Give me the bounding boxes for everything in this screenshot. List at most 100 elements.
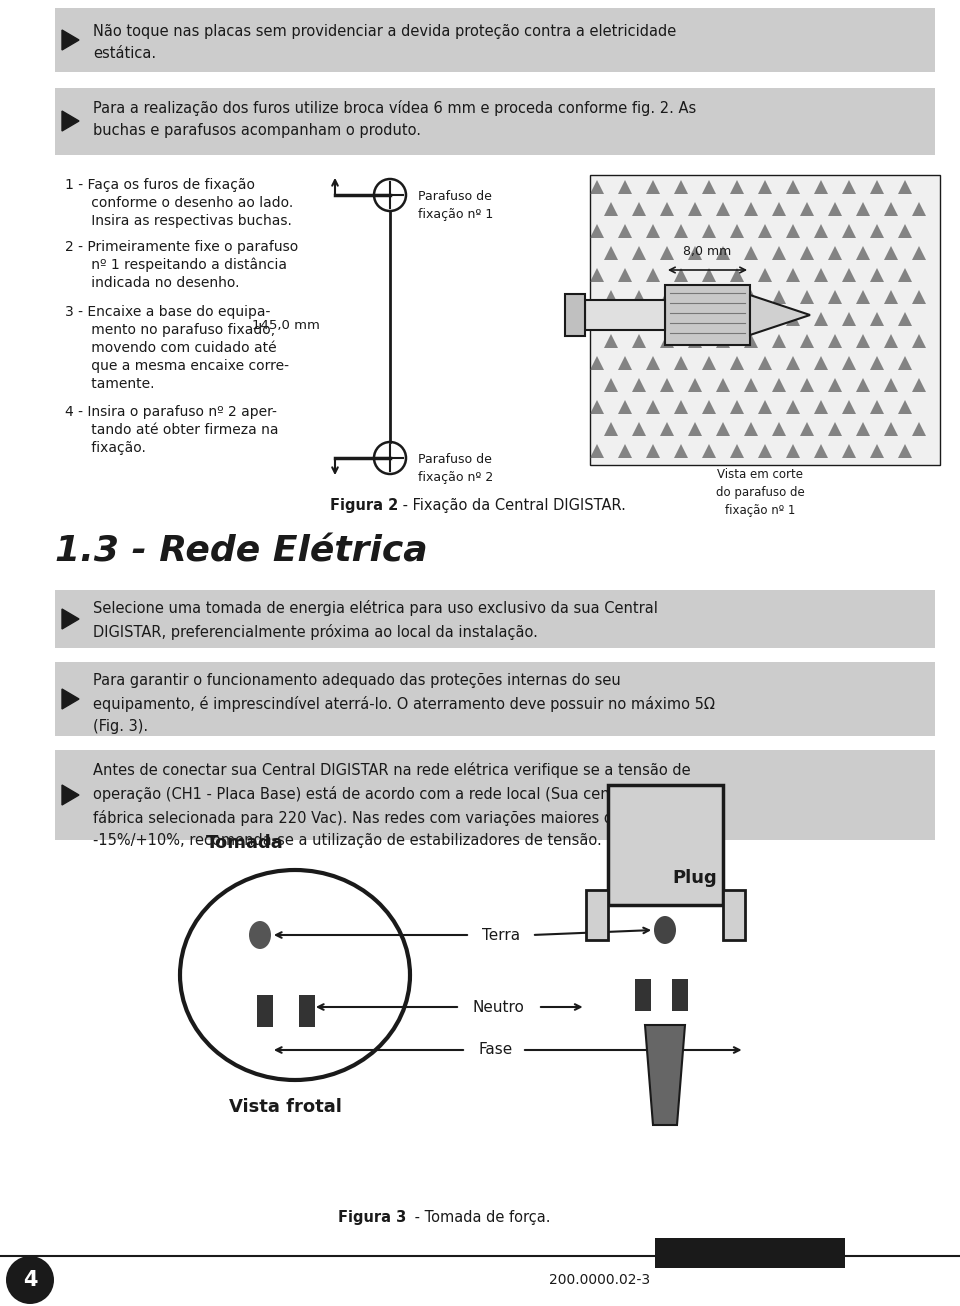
Polygon shape [618, 357, 632, 370]
Polygon shape [660, 334, 674, 347]
Polygon shape [912, 334, 926, 347]
Text: 1.3 - Rede Elétrica: 1.3 - Rede Elétrica [55, 535, 427, 569]
Polygon shape [646, 268, 660, 282]
Polygon shape [814, 268, 828, 282]
Text: Vista frotal: Vista frotal [228, 1098, 342, 1117]
Text: movendo com cuidado até: movendo com cuidado até [65, 341, 276, 355]
Polygon shape [800, 246, 814, 260]
Polygon shape [842, 268, 856, 282]
FancyBboxPatch shape [672, 980, 688, 1011]
Polygon shape [758, 357, 772, 370]
Polygon shape [730, 312, 744, 326]
Text: conforme o desenho ao lado.: conforme o desenho ao lado. [65, 196, 293, 210]
Polygon shape [758, 268, 772, 282]
Polygon shape [786, 225, 800, 238]
Polygon shape [856, 377, 870, 392]
Polygon shape [898, 357, 912, 370]
Polygon shape [632, 377, 646, 392]
FancyBboxPatch shape [55, 590, 935, 648]
Polygon shape [730, 180, 744, 195]
Polygon shape [590, 400, 604, 414]
Polygon shape [674, 225, 688, 238]
Polygon shape [744, 202, 758, 215]
Polygon shape [842, 357, 856, 370]
Text: 8,0 mm: 8,0 mm [684, 246, 732, 259]
Polygon shape [912, 246, 926, 260]
Text: 2 - Primeiramente fixe o parafuso: 2 - Primeiramente fixe o parafuso [65, 240, 299, 253]
Polygon shape [646, 357, 660, 370]
Polygon shape [618, 444, 632, 458]
Polygon shape [660, 377, 674, 392]
Polygon shape [660, 202, 674, 215]
Polygon shape [702, 444, 716, 458]
Text: Terra: Terra [482, 927, 520, 943]
Polygon shape [828, 422, 842, 436]
Polygon shape [716, 202, 730, 215]
FancyBboxPatch shape [655, 1238, 845, 1268]
Polygon shape [618, 268, 632, 282]
Polygon shape [730, 444, 744, 458]
Polygon shape [688, 377, 702, 392]
Polygon shape [856, 334, 870, 347]
Polygon shape [716, 422, 730, 436]
Polygon shape [800, 334, 814, 347]
Polygon shape [786, 444, 800, 458]
Polygon shape [842, 400, 856, 414]
Polygon shape [870, 400, 884, 414]
FancyBboxPatch shape [55, 750, 935, 840]
Text: Selecione uma tomada de energia elétrica para uso exclusivo da sua Central
DIGIS: Selecione uma tomada de energia elétrica… [93, 599, 658, 640]
Polygon shape [62, 785, 79, 804]
Polygon shape [702, 400, 716, 414]
FancyBboxPatch shape [723, 889, 745, 940]
Polygon shape [814, 180, 828, 195]
Polygon shape [604, 246, 618, 260]
Text: Fase: Fase [478, 1042, 513, 1058]
Polygon shape [750, 295, 810, 336]
Polygon shape [674, 357, 688, 370]
FancyBboxPatch shape [565, 294, 585, 336]
Polygon shape [842, 180, 856, 195]
Polygon shape [898, 180, 912, 195]
Polygon shape [856, 202, 870, 215]
Polygon shape [912, 202, 926, 215]
Polygon shape [674, 444, 688, 458]
Polygon shape [646, 312, 660, 326]
Polygon shape [870, 225, 884, 238]
Polygon shape [870, 268, 884, 282]
Polygon shape [898, 268, 912, 282]
Polygon shape [62, 690, 79, 709]
Text: Não toque nas placas sem providenciar a devida proteção contra a eletricidade
es: Não toque nas placas sem providenciar a … [93, 24, 676, 61]
FancyBboxPatch shape [55, 662, 935, 737]
Text: tamente.: tamente. [65, 377, 155, 390]
Polygon shape [646, 444, 660, 458]
Polygon shape [772, 290, 786, 304]
Polygon shape [730, 357, 744, 370]
Polygon shape [870, 312, 884, 326]
Polygon shape [730, 400, 744, 414]
Polygon shape [800, 290, 814, 304]
Polygon shape [772, 246, 786, 260]
Polygon shape [814, 444, 828, 458]
Text: 1 - Faça os furos de fixação: 1 - Faça os furos de fixação [65, 178, 255, 192]
Text: Figura 3: Figura 3 [338, 1209, 406, 1225]
Polygon shape [870, 444, 884, 458]
Polygon shape [632, 334, 646, 347]
Text: Neutro: Neutro [472, 999, 524, 1015]
Text: 4 - Insira o parafuso nº 2 aper-: 4 - Insira o parafuso nº 2 aper- [65, 405, 276, 419]
FancyBboxPatch shape [585, 300, 665, 330]
Polygon shape [814, 225, 828, 238]
Polygon shape [884, 246, 898, 260]
Text: tando até obter firmeza na: tando até obter firmeza na [65, 423, 278, 438]
Polygon shape [772, 202, 786, 215]
Polygon shape [758, 444, 772, 458]
Polygon shape [786, 312, 800, 326]
Polygon shape [590, 444, 604, 458]
Polygon shape [772, 334, 786, 347]
Text: Parafuso de
fixação nº 2: Parafuso de fixação nº 2 [418, 453, 493, 485]
Polygon shape [898, 312, 912, 326]
Text: - Tomada de força.: - Tomada de força. [410, 1209, 550, 1225]
Polygon shape [744, 422, 758, 436]
Polygon shape [856, 290, 870, 304]
Polygon shape [716, 290, 730, 304]
Polygon shape [828, 246, 842, 260]
